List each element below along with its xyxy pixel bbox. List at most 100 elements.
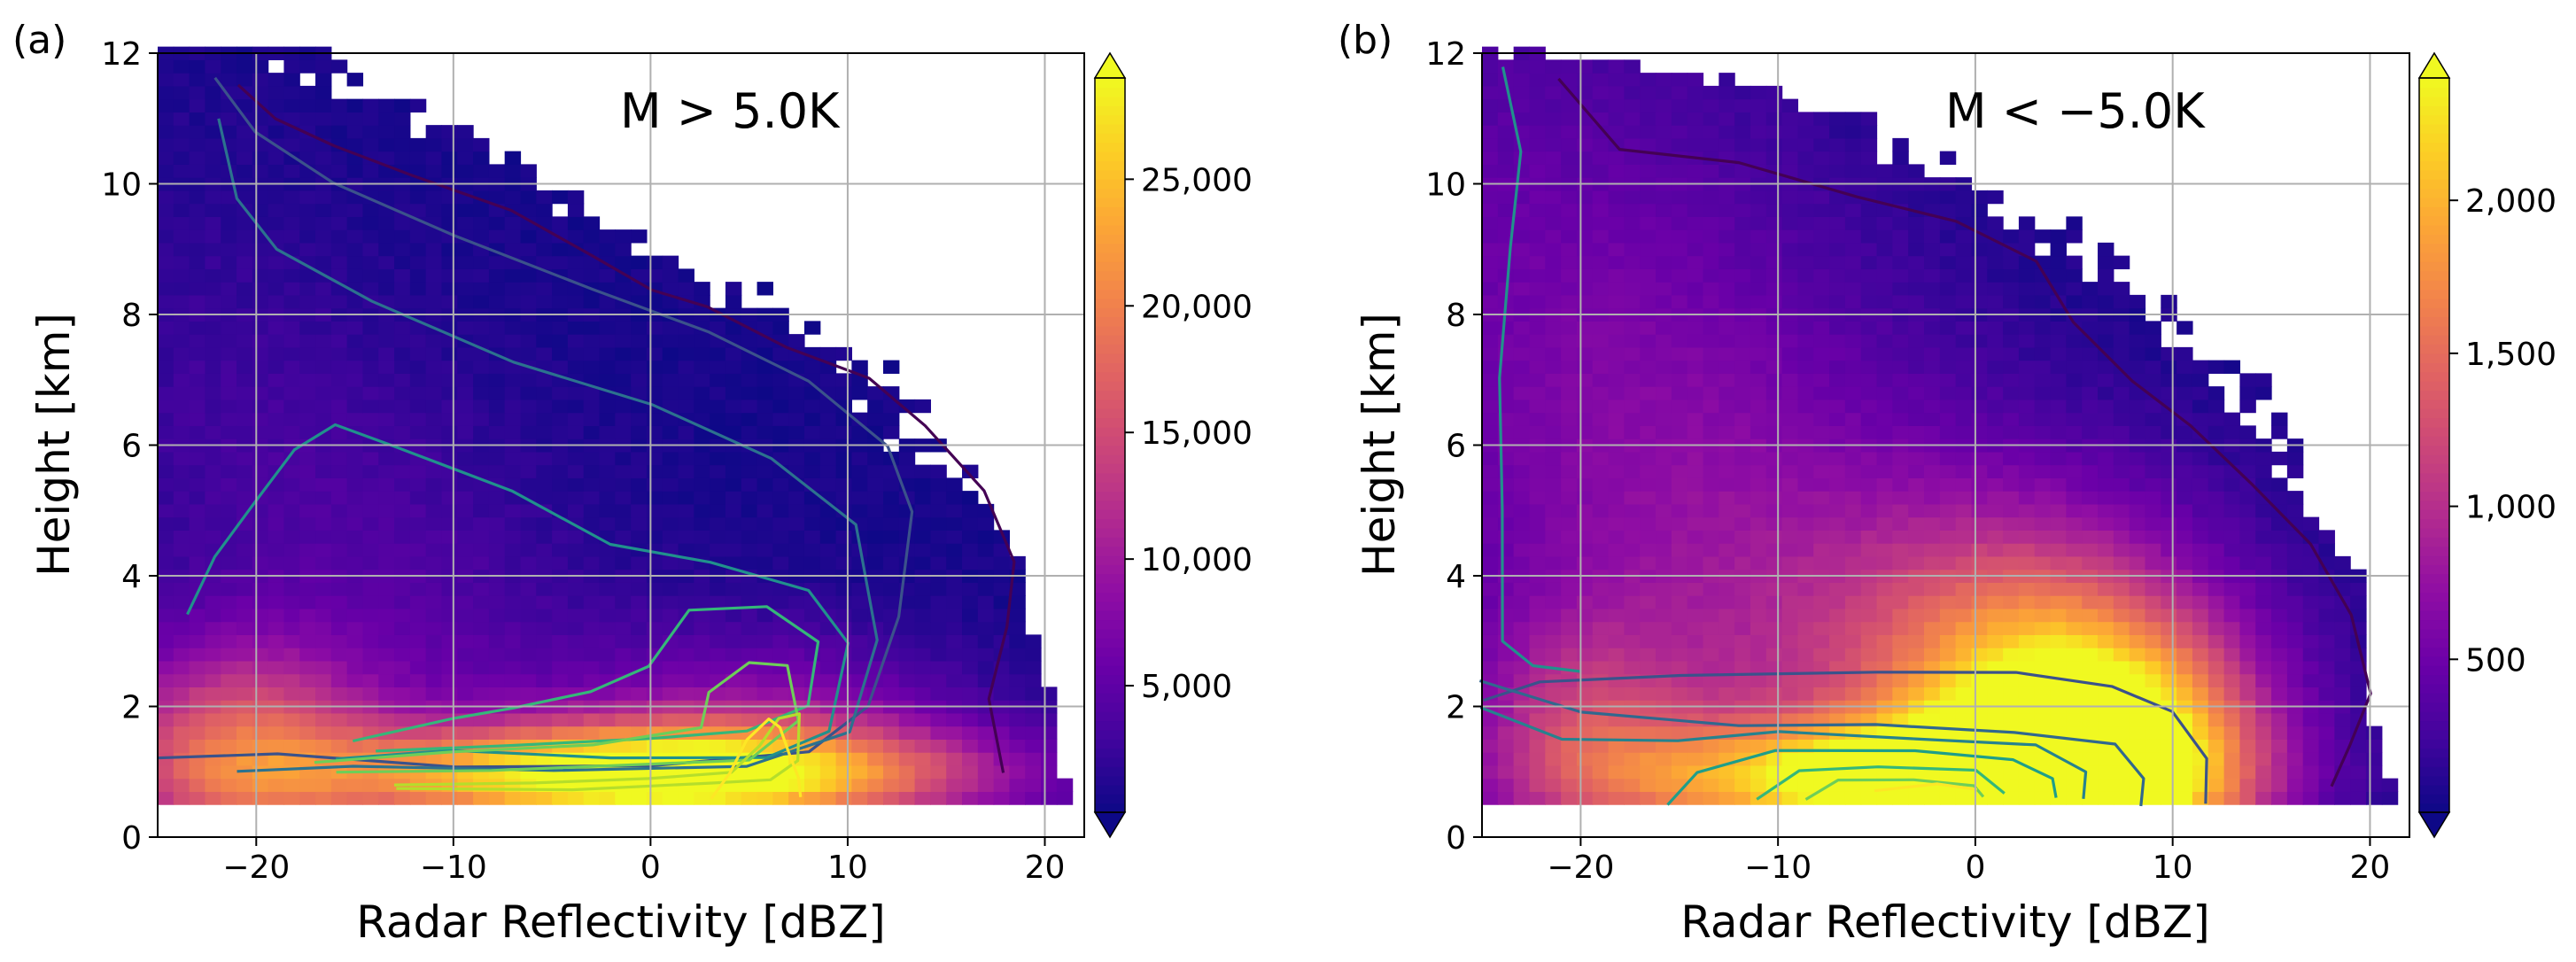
heatmap-cell-a: [788, 516, 805, 531]
heatmap-cell-b: [1781, 190, 1799, 205]
heatmap-cell-a: [583, 294, 601, 309]
colorbar-segment-a: [1095, 151, 1125, 161]
heatmap-cell-b: [1908, 399, 1925, 414]
heatmap-cell-b: [2034, 294, 2052, 309]
heatmap-cell-b: [1876, 190, 1893, 205]
heatmap-cell-b: [1719, 386, 1735, 400]
heatmap-cell-b: [2113, 516, 2130, 531]
heatmap-cell-a: [977, 595, 995, 609]
heatmap-cell-a: [757, 634, 773, 648]
heatmap-cell-b: [1529, 294, 1546, 309]
heatmap-cell-a: [315, 739, 332, 753]
heatmap-cell-a: [710, 543, 726, 557]
heatmap-cell-a: [441, 660, 458, 675]
heatmap-cell-a: [268, 268, 285, 283]
heatmap-cell-b: [2192, 687, 2209, 701]
heatmap-cell-b: [1987, 516, 2004, 531]
heatmap-cell-b: [2034, 373, 2052, 387]
heatmap-cell-a: [252, 203, 269, 217]
heatmap-cell-b: [1750, 346, 1767, 361]
heatmap-cell-a: [299, 85, 316, 100]
heatmap-cell-a: [315, 203, 332, 217]
heatmap-cell-b: [1671, 294, 1688, 309]
heatmap-cell-a: [221, 268, 237, 283]
heatmap-cell-b: [1561, 739, 1578, 753]
heatmap-cell-a: [409, 334, 427, 348]
heatmap-cell-b: [2018, 648, 2036, 662]
heatmap-cell-a: [425, 229, 443, 244]
heatmap-cell-b: [1892, 255, 1909, 269]
heatmap-cell-a: [914, 739, 931, 753]
heatmap-cell-a: [173, 321, 190, 335]
heatmap-cell-a: [678, 386, 694, 400]
heatmap-cell-b: [2286, 595, 2304, 609]
heatmap-cell-a: [772, 477, 789, 492]
colorbar-segment-a: [1095, 711, 1125, 722]
heatmap-cell-b: [1656, 752, 1672, 766]
heatmap-cell-a: [189, 151, 206, 165]
heatmap-cell-a: [394, 555, 411, 570]
heatmap-cell-a: [330, 503, 348, 518]
heatmap-cell-b: [1813, 203, 1830, 217]
heatmap-cell-a: [741, 673, 758, 687]
heatmap-cell-b: [1844, 608, 1862, 623]
heatmap-cell-b: [1656, 321, 1672, 335]
heatmap-cell-b: [1592, 294, 1610, 309]
heatmap-cell-b: [1608, 530, 1625, 544]
heatmap-cell-a: [741, 360, 758, 374]
heatmap-cell-b: [1576, 687, 1594, 701]
heatmap-cell-a: [662, 555, 679, 570]
heatmap-cell-a: [552, 386, 569, 400]
heatmap-cell-b: [2082, 491, 2099, 505]
colorbar-segment-a: [1095, 794, 1125, 804]
heatmap-cell-b: [1813, 712, 1830, 727]
heatmap-cell-a: [221, 648, 237, 662]
heatmap-cell-b: [2350, 752, 2367, 766]
heatmap-cell-b: [1703, 229, 1719, 244]
colorbar-segment-a: [1095, 472, 1125, 483]
heatmap-cell-b: [1734, 791, 1751, 805]
heatmap-cell-b: [2098, 503, 2114, 518]
heatmap-cell-b: [2129, 687, 2146, 701]
heatmap-cell-b: [1513, 412, 1531, 426]
heatmap-cell-b: [1576, 530, 1594, 544]
heatmap-cell-a: [772, 595, 789, 609]
heatmap-cell-a: [662, 268, 679, 283]
colorbar-segment-a: [1095, 601, 1125, 611]
heatmap-cell-a: [457, 634, 474, 648]
heatmap-cell-a: [346, 125, 364, 139]
heatmap-cell-a: [725, 282, 742, 296]
heatmap-cell-b: [1482, 555, 1499, 570]
heatmap-cell-b: [2176, 582, 2193, 596]
heatmap-cell-a: [299, 360, 316, 374]
heatmap-cell-a: [867, 425, 884, 439]
heatmap-cell-a: [362, 229, 379, 244]
heatmap-cell-b: [1876, 268, 1893, 283]
heatmap-cell-b: [1592, 386, 1610, 400]
heatmap-cell-a: [378, 595, 395, 609]
heatmap-cell-a: [993, 595, 1011, 609]
heatmap-cell-a: [221, 791, 237, 805]
heatmap-cell-b: [1908, 621, 1925, 635]
heatmap-cell-b: [1640, 634, 1657, 648]
heatmap-cell-a: [835, 425, 852, 439]
heatmap-cell-b: [1561, 334, 1578, 348]
heatmap-cell-b: [1971, 203, 1988, 217]
heatmap-cell-a: [299, 373, 316, 387]
heatmap-cell-b: [1971, 373, 1988, 387]
heatmap-cell-b: [2066, 321, 2083, 335]
heatmap-cell-b: [1529, 530, 1546, 544]
colorbar-segment-a: [1095, 647, 1125, 657]
heatmap-cell-b: [1765, 360, 1783, 374]
heatmap-cell-b: [1734, 399, 1751, 414]
heatmap-cell-a: [283, 373, 300, 387]
heatmap-cell-a: [205, 386, 221, 400]
heatmap-cell-a: [425, 791, 443, 805]
heatmap-cell-a: [315, 477, 332, 492]
heatmap-cell-a: [504, 752, 522, 766]
heatmap-cell-b: [2239, 503, 2256, 518]
heatmap-cell-a: [378, 530, 395, 544]
heatmap-cell-a: [662, 477, 679, 492]
heatmap-cell-a: [473, 373, 490, 387]
heatmap-cell-b: [1829, 268, 1846, 283]
